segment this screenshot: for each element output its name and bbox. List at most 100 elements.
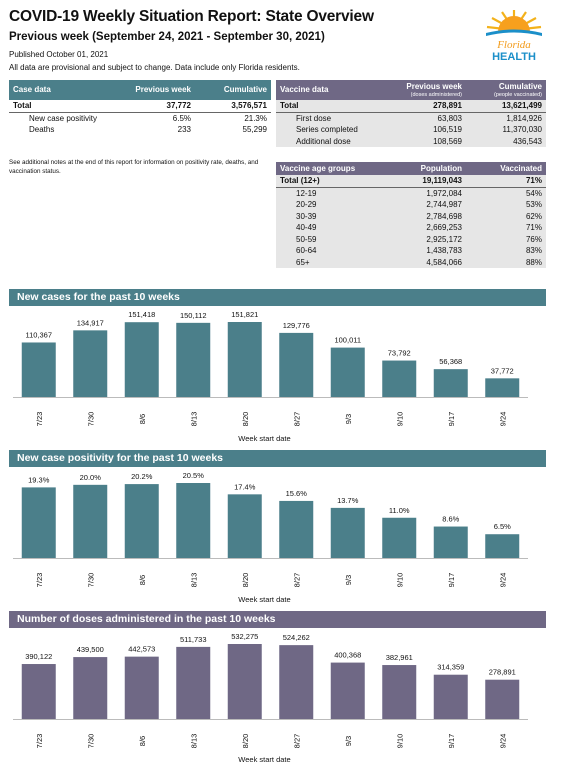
age-row: Total (12+) 19,119,043 71% — [276, 175, 546, 188]
vaccine-row-cum: 1,814,926 — [506, 113, 542, 123]
data-label: 151,418 — [128, 310, 155, 319]
vaccine-row-label: Total — [276, 100, 386, 113]
x-tick-label: 9/10 — [395, 412, 404, 427]
age-row-vac: 53% — [525, 200, 542, 209]
x-tick-label: 8/6 — [138, 575, 147, 585]
x-tick-label: 8/27 — [292, 734, 301, 749]
vaccine-row-label: Additional dose — [296, 136, 351, 146]
case-header-prev: Previous week — [117, 80, 195, 100]
bar — [382, 517, 417, 558]
age-row: 12-19 1,972,084 54% — [276, 187, 546, 199]
bar — [330, 507, 365, 558]
report-subtitle: Previous week (September 24, 2021 - Sept… — [9, 31, 325, 43]
x-tick-label: 8/13 — [189, 412, 198, 427]
bar — [124, 656, 159, 719]
data-label: 511,733 — [180, 635, 207, 644]
vaccine-row-cum: 13,621,499 — [466, 100, 546, 113]
vaccine-header-cum: Cumulative (people vaccinated) — [466, 80, 546, 100]
vaccine-row-cum: 436,543 — [513, 136, 542, 146]
logo-text-florida: Florida — [496, 39, 531, 51]
data-label: 100,011 — [334, 336, 361, 345]
data-label: 532,275 — [231, 632, 258, 641]
x-tick-label: 9/3 — [344, 736, 353, 746]
x-tick-label: 9/17 — [447, 734, 456, 749]
bar — [124, 322, 159, 397]
age-header-label: Vaccine age groups — [276, 162, 386, 175]
data-label: 15.6% — [286, 489, 308, 498]
case-row-prev: 233 — [177, 125, 191, 134]
bar — [176, 483, 211, 558]
x-tick-label: 9/24 — [498, 412, 507, 427]
x-tick-label: 7/30 — [86, 734, 95, 749]
bar — [382, 665, 417, 719]
x-tick-label: 8/20 — [241, 412, 250, 427]
x-tick-label: 9/10 — [395, 573, 404, 588]
age-row: 65+ 4,584,066 88% — [276, 257, 546, 269]
x-tick-label: 9/17 — [447, 573, 456, 588]
data-label: 442,573 — [128, 645, 155, 654]
case-data-table: Case data Previous week Cumulative Total… — [9, 80, 271, 136]
age-row-vac: 71% — [525, 223, 542, 232]
vaccine-row-prev: 106,519 — [433, 125, 462, 134]
age-row-pop: 1,972,084 — [426, 188, 462, 198]
bar — [433, 369, 468, 397]
x-tick-label: 8/13 — [189, 573, 198, 588]
bar — [485, 679, 520, 719]
x-tick-label: 9/3 — [344, 575, 353, 585]
vaccine-row-prev: 278,891 — [386, 100, 466, 113]
x-tick-label: 9/10 — [395, 734, 404, 749]
age-header-pop: Population — [386, 162, 466, 175]
bar — [227, 494, 262, 558]
disclaimer: All data are provisional and subject to … — [9, 63, 300, 72]
bar — [227, 644, 262, 719]
age-row-label: 40-49 — [296, 223, 317, 232]
data-label: 13.7% — [337, 496, 359, 505]
positivity-chart: 19.3% 7/23 20.0% 7/30 20.2% 8/6 20.5% 8/13 17.4%… — [13, 471, 528, 604]
vaccine-header-label: Vaccine data — [276, 80, 386, 100]
x-tick-label: 8/6 — [138, 736, 147, 746]
vaccine-row-prev: 63,803 — [437, 113, 462, 123]
data-label: 150,112 — [180, 311, 207, 320]
age-row-vac: 71% — [466, 175, 546, 188]
data-label: 382,961 — [386, 653, 413, 662]
age-row-label: 60-64 — [296, 246, 317, 255]
vaccine-row-label: Series completed — [296, 125, 358, 134]
case-row-prev: 6.5% — [172, 113, 191, 123]
age-row-label: 50-59 — [296, 234, 317, 244]
florida-health-logo: Florida HEALTH — [482, 8, 546, 62]
x-tick-label: 7/23 — [35, 734, 44, 749]
age-row-vac: 83% — [525, 246, 542, 255]
data-label: 37,772 — [491, 366, 514, 375]
data-label: 6.5% — [494, 522, 511, 531]
bar — [279, 645, 314, 719]
bar — [330, 347, 365, 397]
data-label: 278,891 — [489, 668, 516, 677]
data-label: 134,917 — [77, 318, 104, 327]
bar — [330, 662, 365, 719]
report-title: COVID-19 Weekly Situation Report: State … — [9, 8, 374, 25]
x-tick-label: 9/3 — [344, 414, 353, 424]
data-label: 20.0% — [80, 473, 102, 482]
age-row-vac: 54% — [525, 188, 542, 198]
x-tick-label: 7/30 — [86, 412, 95, 427]
case-row-cum: 21.3% — [244, 113, 267, 123]
published-date: Published October 01, 2021 — [9, 50, 109, 59]
bar — [433, 526, 468, 558]
x-axis-title: Week start date — [238, 434, 290, 443]
age-row-pop: 2,744,987 — [426, 200, 462, 209]
case-row-label: Deaths — [29, 125, 55, 134]
x-tick-label: 9/17 — [447, 412, 456, 427]
bar — [279, 332, 314, 397]
x-tick-label: 7/23 — [35, 573, 44, 588]
data-label: 400,368 — [334, 651, 361, 660]
vaccine-row-prev: 108,569 — [433, 136, 462, 146]
vaccine-header-prev: Previous week (doses administered) — [386, 80, 466, 100]
data-label: 110,367 — [25, 330, 52, 339]
age-row-pop: 2,784,698 — [426, 211, 462, 221]
bar — [485, 534, 520, 558]
x-tick-label: 9/24 — [498, 734, 507, 749]
age-row-pop: 2,925,172 — [426, 234, 462, 244]
data-label: 19.3% — [28, 475, 50, 484]
data-label: 11.0% — [389, 506, 410, 515]
age-row-label: 12-19 — [296, 188, 317, 198]
